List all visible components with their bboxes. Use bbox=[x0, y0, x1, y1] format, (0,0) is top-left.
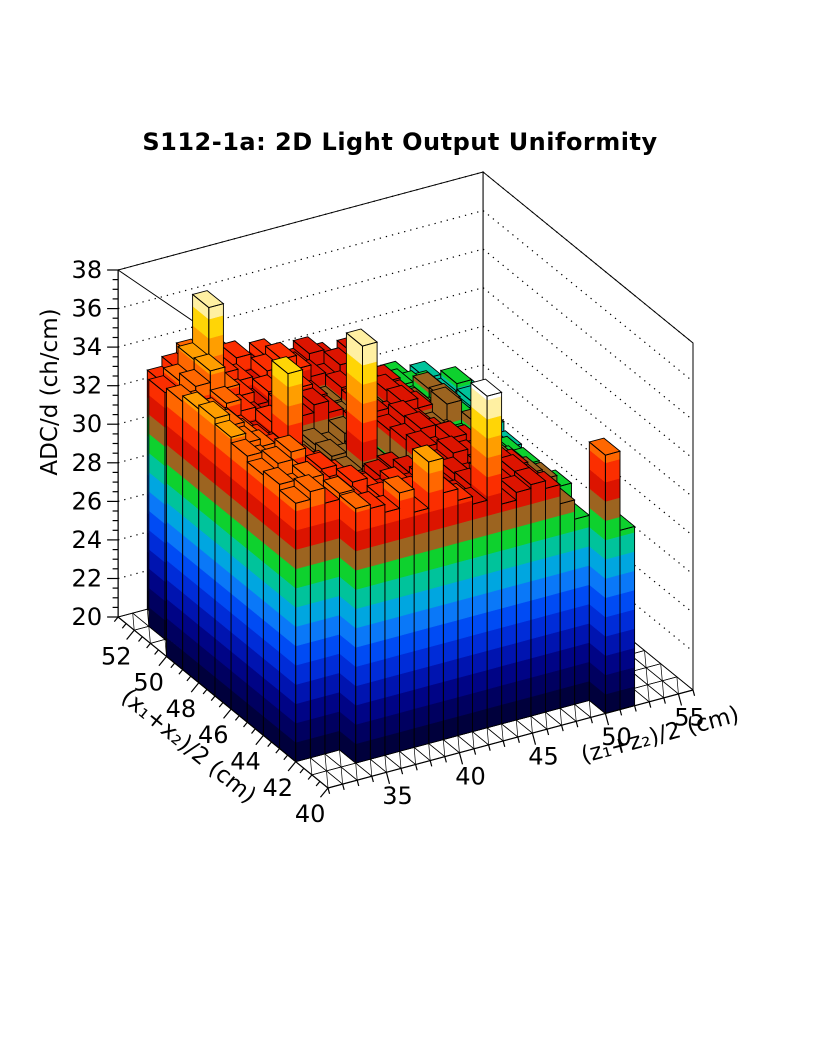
plot-line bbox=[588, 700, 592, 718]
plot-line bbox=[482, 171, 694, 344]
plot-line bbox=[482, 364, 694, 537]
plot-line bbox=[413, 747, 416, 765]
plot-line bbox=[148, 626, 151, 644]
plot-line bbox=[545, 712, 548, 730]
plot-line bbox=[501, 723, 504, 742]
plot-line bbox=[369, 759, 373, 777]
plot-line bbox=[324, 753, 327, 771]
plot-line bbox=[482, 210, 694, 382]
plot-line bbox=[482, 248, 694, 421]
plot-line bbox=[339, 749, 342, 768]
plot-line bbox=[326, 770, 329, 789]
plot-line bbox=[482, 402, 694, 575]
plot-line bbox=[457, 735, 460, 753]
plot-line bbox=[644, 650, 647, 668]
plot-line bbox=[515, 719, 519, 738]
plot-line bbox=[530, 716, 533, 734]
plot-line bbox=[676, 676, 679, 694]
plot-line bbox=[574, 704, 577, 722]
plot-line bbox=[661, 680, 665, 698]
plot-line bbox=[645, 667, 648, 685]
plot-line bbox=[472, 731, 475, 749]
plot-line bbox=[428, 743, 431, 761]
plot-line bbox=[647, 684, 650, 702]
plot-line bbox=[309, 757, 313, 775]
plot-line bbox=[355, 763, 358, 781]
plot-line bbox=[384, 755, 387, 773]
plot-line bbox=[399, 751, 402, 769]
bars bbox=[146, 290, 636, 765]
plot-line bbox=[486, 727, 489, 745]
plot-line bbox=[132, 613, 135, 631]
plot-line bbox=[482, 325, 694, 498]
plot-line bbox=[340, 766, 343, 785]
plot-line bbox=[559, 708, 562, 726]
plot-line bbox=[482, 287, 694, 460]
plot-line bbox=[660, 663, 663, 681]
plot-line bbox=[442, 739, 446, 757]
